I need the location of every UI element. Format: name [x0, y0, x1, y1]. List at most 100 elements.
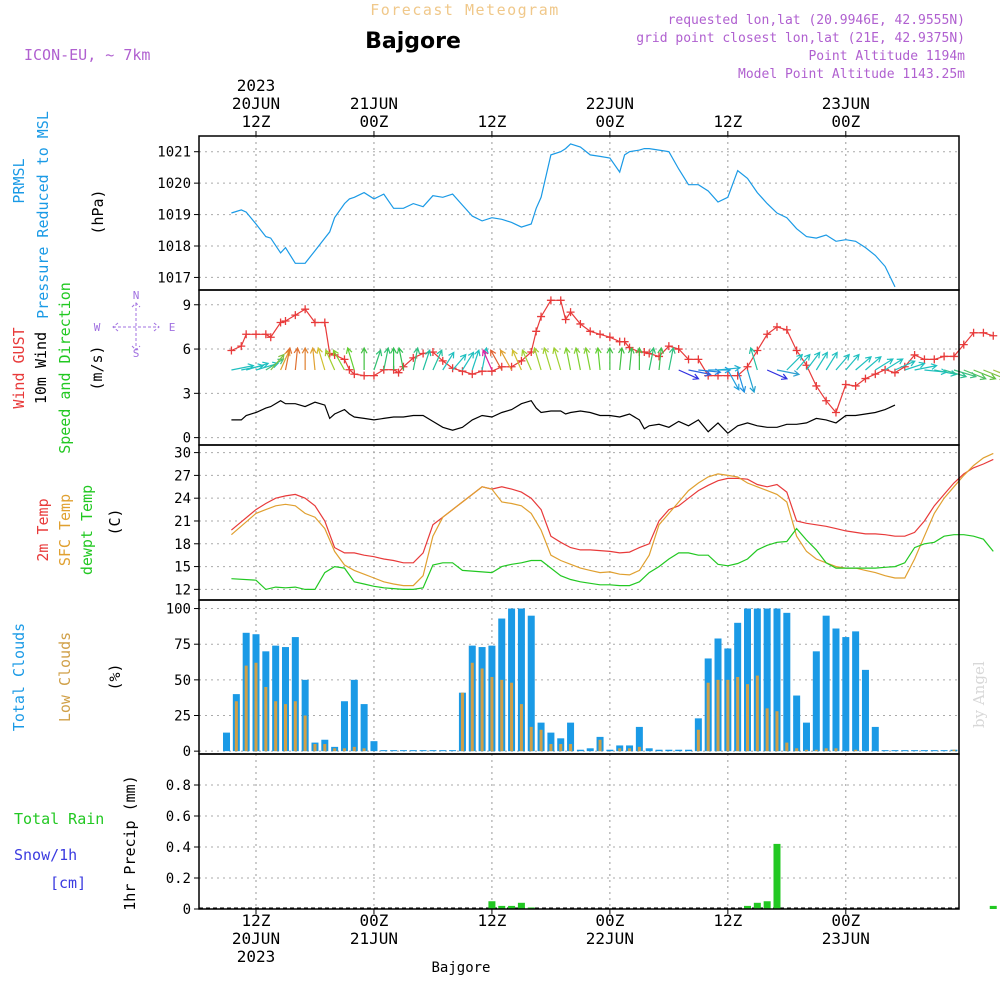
total-cloud-bar: [891, 750, 899, 752]
gust-marker: [831, 408, 840, 417]
wind-direction-arrow: [825, 351, 838, 371]
wind-direction-arrow: [835, 353, 850, 371]
wind-frame: [198, 289, 960, 446]
low-cloud-bar: [598, 739, 602, 752]
gust-marker: [871, 370, 880, 379]
wind-direction-arrow: [635, 346, 643, 370]
gust-marker: [620, 337, 629, 346]
top-time-label: 00Z: [831, 112, 860, 131]
pressure-unit: (hPa): [89, 189, 107, 234]
wind-direction-arrow: [552, 346, 562, 371]
low-cloud-bar: [519, 704, 523, 752]
total-cloud-bar: [655, 749, 663, 752]
gust-marker: [969, 328, 978, 337]
total-cloud-bar: [576, 749, 584, 752]
bottom-time-label: 20JUN: [232, 929, 280, 948]
low-cloud-bar: [696, 729, 700, 752]
low-cloud-bar: [569, 744, 573, 752]
low-cloud-bar: [765, 708, 769, 752]
wind-direction-arrow: [390, 346, 398, 370]
forecast-title: Forecast Meteogram: [370, 1, 560, 19]
wind-direction-arrow: [776, 369, 801, 377]
wind-direction-arrow: [678, 369, 700, 380]
gust-marker: [394, 368, 403, 377]
total-cloud-bar: [429, 750, 437, 752]
y-tick-label: 12: [174, 582, 191, 598]
wind-direction-arrow: [904, 361, 926, 371]
gust-marker: [684, 355, 693, 364]
gust-marker: [252, 330, 260, 339]
wind-direction-arrow: [934, 369, 958, 377]
y-tick-label: 1021: [157, 145, 191, 161]
low-cloud-bar: [460, 692, 464, 752]
pressure-panel: 1017 1018 1019 1020 1021: [157, 136, 959, 290]
wind-direction-arrow: [422, 349, 432, 371]
low-cloud-bar: [293, 701, 297, 752]
total-cloud-bar: [370, 741, 378, 752]
y-tick-label: 1018: [157, 239, 191, 255]
y-tick-label: 15: [174, 560, 191, 576]
y-tick-label: 75: [174, 637, 191, 653]
low-cloud-bar: [795, 748, 799, 752]
total-cloud-bar: [449, 750, 457, 752]
gust-marker: [920, 355, 929, 364]
total-cloud-bar: [812, 651, 820, 752]
gust-marker: [448, 364, 457, 373]
gust-label: Wind GUST: [10, 327, 28, 408]
gust-marker: [645, 349, 654, 358]
wind-direction-arrow: [796, 353, 811, 371]
gust-marker: [350, 370, 359, 379]
wind-direction-arrow: [360, 346, 368, 370]
gust-marker: [261, 330, 270, 339]
wind-direction-arrow: [914, 363, 938, 371]
pressure-label-2: Pressure Reduced to MSL: [34, 111, 52, 319]
wind-direction-arrow: [648, 346, 656, 371]
bottom-time-label: 23JUN: [822, 929, 870, 948]
gust-marker: [561, 315, 570, 324]
temp-unit: (C): [106, 508, 124, 535]
total-cloud-bar: [665, 749, 673, 752]
wind-direction-arrow: [855, 355, 872, 371]
total-cloud-bar: [802, 722, 810, 752]
gust-marker: [546, 296, 555, 305]
compass-w: W: [94, 321, 101, 334]
gust-marker: [369, 371, 378, 380]
total-cloud-bar: [744, 608, 751, 752]
low-cloud-bar: [470, 662, 474, 752]
wind-direction-arrow: [894, 360, 916, 371]
gust-marker: [605, 333, 614, 342]
y-tick-label: 18: [174, 537, 191, 553]
top-time-label: 12Z: [713, 112, 742, 131]
gust-marker: [763, 330, 772, 339]
wind-direction-arrow: [373, 349, 383, 371]
gust-marker: [320, 318, 329, 327]
total-cloud-bar: [783, 612, 791, 752]
wind-direction-arrow: [383, 346, 391, 371]
y-tick-label: 50: [174, 673, 191, 689]
low-clouds-label: Low Clouds: [56, 632, 74, 722]
wind-direction-arrow: [452, 353, 467, 371]
y-tick-label: 30: [174, 446, 191, 462]
total-cloud-bar: [685, 749, 693, 752]
top-time-label: 22JUN: [586, 94, 634, 113]
wind-direction-arrow: [606, 346, 614, 370]
low-cloud-bar: [628, 748, 632, 752]
low-cloud-bar: [362, 748, 366, 752]
gust-marker: [556, 296, 565, 305]
wind-direction-arrow: [270, 353, 285, 371]
gust-marker: [586, 327, 595, 336]
bottom-time-label: 22JUN: [586, 929, 634, 948]
rain-bar: [488, 901, 496, 909]
gust-marker: [517, 356, 526, 365]
gust-marker: [596, 330, 605, 339]
gust-marker: [664, 342, 673, 351]
temp-sfc-line: [231, 452, 994, 587]
wind-panel: 0 3 6 9: [183, 290, 1000, 447]
wind-direction-arrow: [309, 346, 317, 371]
total-cloud-bar: [871, 726, 879, 752]
gust-marker: [890, 368, 899, 377]
wind-direction-arrow: [412, 346, 421, 371]
rain-bar: [773, 843, 781, 909]
low-cloud-bar: [303, 715, 307, 752]
total-cloud-bar: [360, 704, 368, 752]
